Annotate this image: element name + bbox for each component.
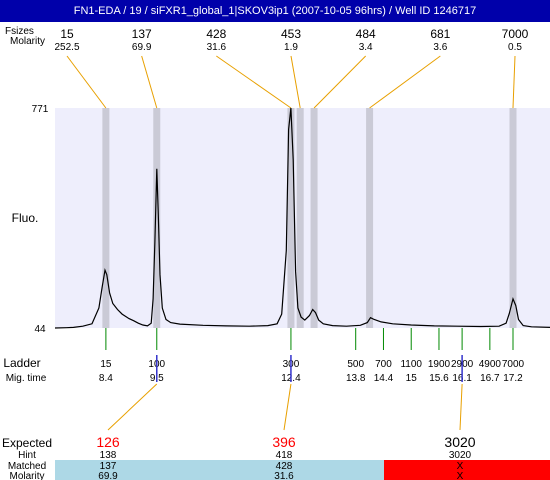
peak-size-label: 15 [60,27,74,41]
ladder-migtime-label: 14.4 [374,373,394,384]
peak-band [310,108,318,328]
peak-size-label: 484 [356,27,376,41]
matched-value: 137 [100,461,117,472]
ladder-size-label: 1900 [428,359,451,370]
matched-molarity-value: 31.6 [274,471,294,480]
expected-size: 396 [272,434,296,450]
peak-connector [313,55,367,109]
hint-value: 3020 [449,450,472,461]
peak-connector [512,55,516,109]
ladder-migtime-label: 17.2 [503,373,523,384]
y-tick-label: 44 [34,324,46,335]
peak-size-label: 453 [281,27,301,41]
ladder-migtime-label: 15 [406,373,418,384]
peak-molarity-label: 252.5 [54,42,79,53]
peak-size-label: 137 [132,27,152,41]
matched-value: X [457,461,464,472]
peak-band [509,108,517,328]
hint-value: 418 [276,450,293,461]
matched-molarity-value: X [457,471,464,480]
peak-connector [290,55,301,109]
ladder-migtime-label: 8.4 [99,373,113,384]
ladder-migtime-label: 15.6 [429,373,449,384]
ladder-label: Ladder [3,356,40,370]
matched-molarity-value: 69.9 [98,471,118,480]
y-tick-label: 771 [32,104,49,115]
peak-molarity-label: 1.9 [284,42,298,53]
peak-molarity-label: 3.4 [359,42,373,53]
expected-connector [459,383,463,431]
peak-connector [216,55,292,109]
peak-size-label: 7000 [502,27,529,41]
expected-size: 3020 [444,434,475,450]
matched-label: Matched [8,461,46,472]
expected-connector [107,383,158,431]
peak-molarity-label: 69.9 [132,42,152,53]
peak-band [366,108,374,328]
peak-band [296,108,304,328]
peak-molarity-label: 31.6 [207,42,227,53]
ladder-migtime-label: 13.8 [346,373,366,384]
peak-size-label: 428 [206,27,226,41]
peak-molarity-label: 0.5 [508,42,522,53]
hint-value: 138 [100,450,117,461]
y-axis-label: Fluo. [12,211,39,225]
ladder-size-label: 7000 [502,359,525,370]
unmatched-bar [384,460,550,480]
ladder-migtime-label: 16.7 [480,373,500,384]
ladder-size-label: 4900 [479,359,502,370]
peak-size-label: 681 [430,27,450,41]
peak-connector [66,55,107,109]
peak-connector [369,55,441,109]
peak-band [102,108,110,328]
peak-band [287,108,295,328]
matched-value: 428 [276,461,293,472]
migtime-label: Mig. time [6,373,47,384]
matched-bar [55,460,384,480]
peak-connector [141,55,158,109]
expected-size: 126 [96,434,120,450]
hint-label: Hint [18,450,36,461]
window-title: FN1-EDA / 19 / siFXR1_global_1|SKOV3ip1 … [0,0,550,22]
expected-connector [283,383,292,431]
fluorescence-trace [54,107,550,329]
bottom-molarity-label: Molarity [9,471,44,480]
ladder-size-label: 700 [375,359,392,370]
ladder-size-label: 15 [100,359,112,370]
fsizes-label: Fsizes [5,26,34,37]
expected-label: Expected [2,436,52,450]
peak-band [153,108,161,328]
ladder-size-label: 1100 [400,359,422,370]
molarity-row-label: Molarity [10,36,45,47]
peak-molarity-label: 3.6 [433,42,447,53]
ladder-size-label: 500 [347,359,364,370]
